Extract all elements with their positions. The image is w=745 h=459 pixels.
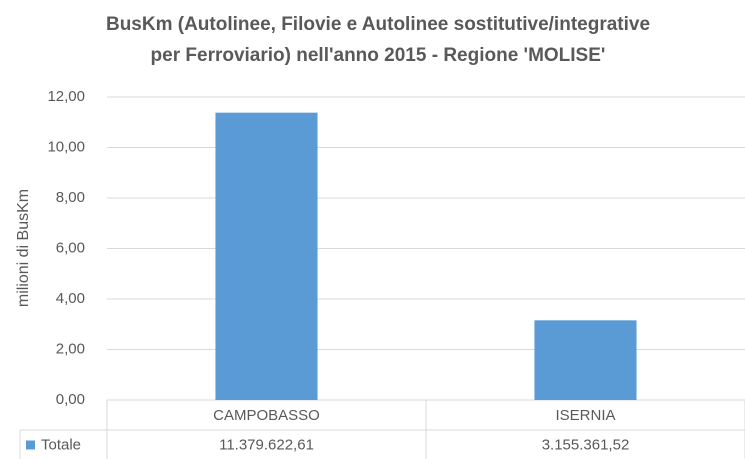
data-table-value: 3.155.361,52 — [542, 436, 630, 453]
y-tick-label: 10,00 — [47, 138, 85, 155]
x-tick-label: ISERNIA — [555, 407, 615, 424]
data-table-value: 11.379.622,61 — [219, 436, 314, 453]
bar — [215, 112, 318, 401]
y-tick-label: 2,00 — [56, 340, 85, 357]
x-tick-label: CAMPOBASSO — [213, 407, 320, 424]
y-axis-label: milioni di BusKm — [15, 189, 32, 307]
bar — [534, 320, 637, 400]
y-tick-label: 6,00 — [56, 239, 85, 256]
y-tick-label: 0,00 — [56, 391, 85, 408]
legend-label: Totale — [41, 436, 81, 453]
legend-swatch — [26, 440, 35, 450]
chart-title: per Ferroviario) nell'anno 2015 - Region… — [151, 45, 606, 66]
y-tick-label: 12,00 — [47, 88, 85, 105]
y-tick-label: 8,00 — [56, 189, 85, 206]
chart-title: BusKm (Autolinee, Filovie e Autolinee so… — [106, 14, 650, 35]
y-tick-label: 4,00 — [56, 290, 85, 307]
